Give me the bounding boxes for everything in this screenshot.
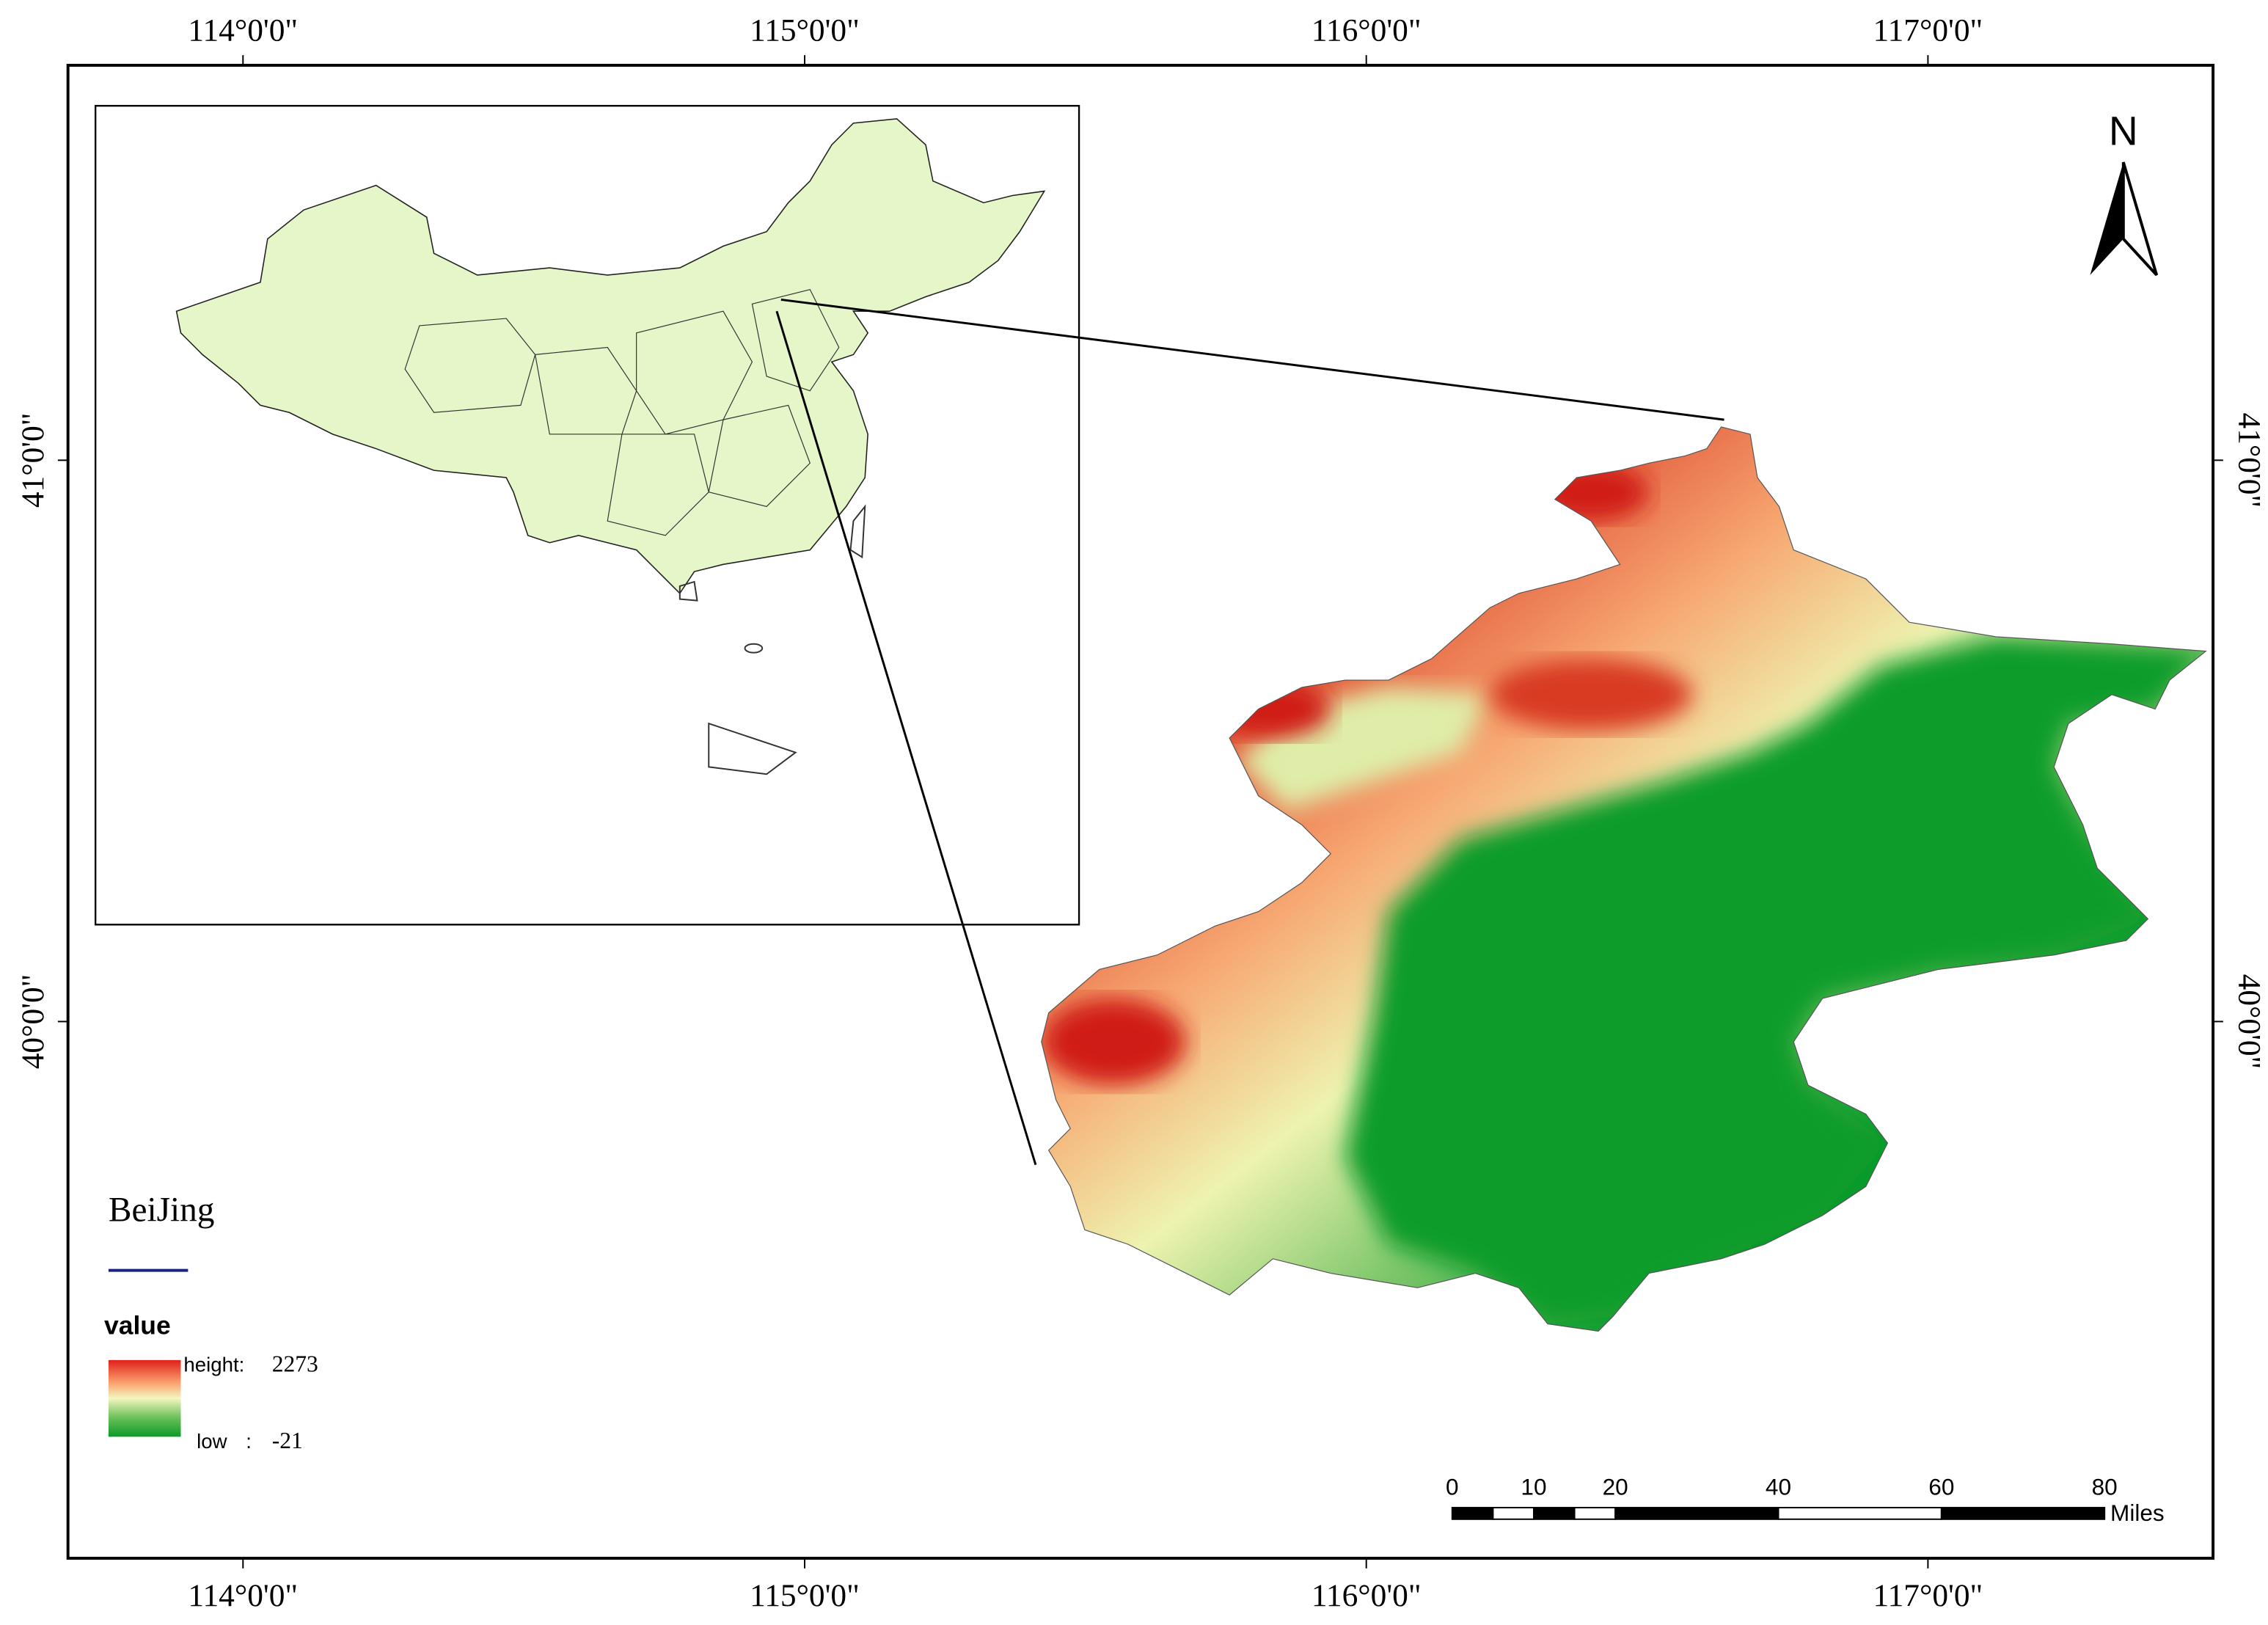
scale-segment [1573, 1507, 1617, 1520]
lon-label: 116°0'0" [1312, 12, 1422, 48]
scale-segment [1533, 1507, 1576, 1520]
scale-label: 60 [1928, 1473, 1954, 1500]
leader-line [780, 298, 1724, 421]
legend-separator: : [246, 1430, 252, 1453]
lon-label: 114°0'0" [188, 12, 298, 48]
lat-label: 40°0'0" [15, 974, 51, 1070]
lon-label: 115°0'0" [750, 1578, 860, 1613]
scale-segment [1451, 1507, 1494, 1520]
legend-low-label: low [197, 1430, 227, 1453]
legend-low-value: -21 [272, 1428, 303, 1453]
scale-segment [1614, 1507, 1779, 1520]
lon-label: 117°0'0" [1873, 1578, 1983, 1613]
lat-label: 41°0'0" [2232, 413, 2267, 508]
lon-label: 116°0'0" [1312, 1578, 1422, 1613]
islands [678, 504, 866, 775]
legend-high-value: 2273 [272, 1351, 318, 1377]
beijing-dem [1041, 426, 2206, 1332]
scale-unit: Miles [2110, 1500, 2165, 1526]
north-arrow [2121, 161, 2159, 277]
scale-segment [1492, 1507, 1534, 1520]
north-label: N [2109, 108, 2138, 153]
scale-label: 40 [1766, 1473, 1791, 1500]
scale-label: 80 [2092, 1473, 2118, 1500]
map-frame [66, 64, 2215, 1560]
scale-label: 20 [1603, 1473, 1628, 1500]
north-arrow [2090, 162, 2123, 275]
graticule: 114°0'0" 114°0'0" 115°0'0" 115°0'0" 116°0'0"… [15, 12, 2267, 1613]
lat-label: 40°0'0" [2232, 974, 2267, 1070]
legend-ramp [108, 1359, 181, 1437]
legend-field: value [104, 1310, 171, 1340]
province-borders [404, 288, 840, 536]
scale-label: 10 [1521, 1473, 1546, 1500]
lon-label: 117°0'0" [1873, 12, 1983, 48]
legend-title: BeiJing [109, 1191, 215, 1230]
leader-line [775, 310, 1037, 1166]
scale-segment [1940, 1507, 2106, 1520]
legend-high-label: height: [183, 1354, 244, 1376]
lon-label: 114°0'0" [188, 1578, 298, 1613]
scale-label: 0 [1446, 1473, 1459, 1500]
lat-label: 41°0'0" [15, 413, 51, 508]
scale-segment [1777, 1507, 1942, 1520]
lon-label: 115°0'0" [750, 12, 860, 48]
